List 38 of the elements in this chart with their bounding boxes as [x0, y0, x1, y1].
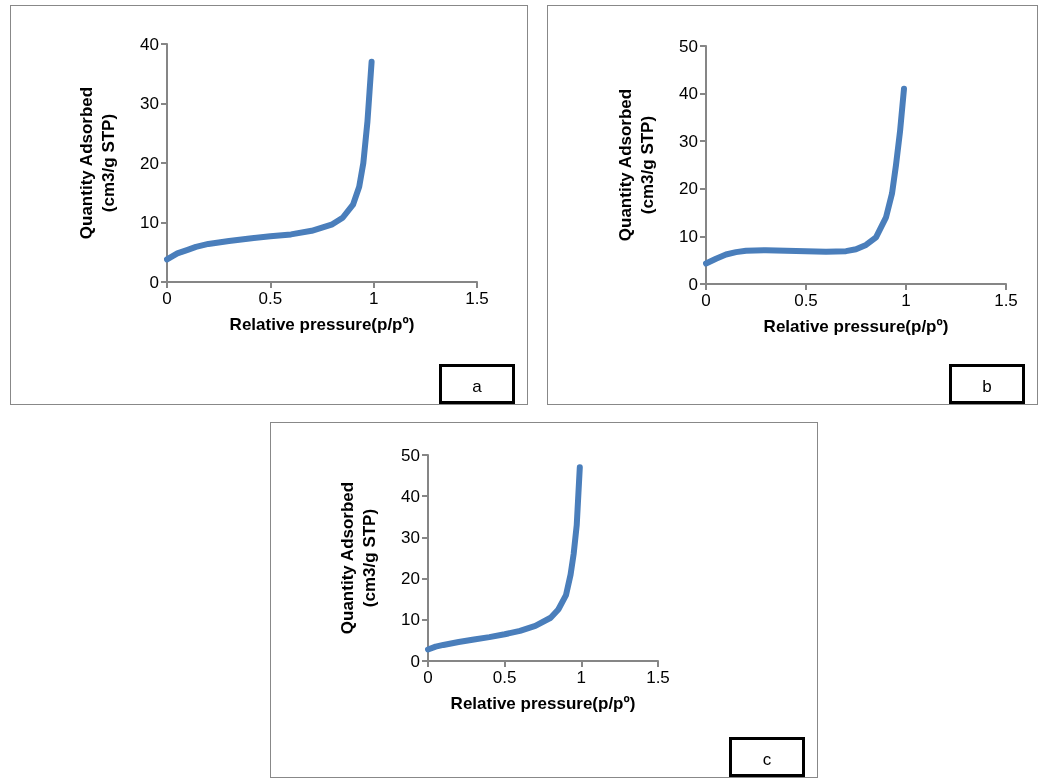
y-tick-label: 20 [140, 153, 159, 173]
x-tick-label: 1.5 [646, 668, 670, 687]
text: a [439, 364, 515, 404]
y-axis-title: Quantity Adsorbed (cm3/g STP) [337, 481, 379, 635]
y-tick-label: 40 [679, 84, 698, 104]
x-tick-label: 1.5 [994, 291, 1018, 310]
y-tick-label: 0 [410, 651, 420, 671]
y-tick-label: 30 [140, 94, 159, 113]
x-axis-title: Relative pressure(p/pº) [229, 315, 415, 334]
y-tick-label: 10 [679, 226, 698, 246]
x-tick-label: 0.5 [492, 668, 517, 687]
y-tick-label: 0 [149, 272, 159, 292]
x-tick-label: 0.5 [258, 289, 283, 308]
y-tick-label: 10 [401, 610, 420, 630]
y-tick-label: 40 [140, 34, 159, 54]
y-tick-label: 50 [679, 36, 698, 56]
x-tick-label: 1 [901, 291, 911, 310]
x-axis-title: Relative pressure(p/pº) [763, 317, 949, 336]
y-tick-label: 20 [401, 569, 420, 589]
y-tick-label: 40 [401, 486, 420, 506]
y-tick-label: 30 [401, 527, 420, 547]
y-axis-title: Quantity Adsorbed (cm3/g STP) [615, 88, 657, 242]
x-tick-label: 0 [701, 291, 711, 310]
y-tick-label: 10 [140, 213, 159, 232]
y-tick-label: 20 [679, 179, 698, 199]
y-tick-label: 50 [401, 445, 420, 465]
y-axis-title: Quantity Adsorbed (cm3/g STP) [76, 86, 118, 240]
x-tick-label: 1 [368, 289, 379, 308]
x-tick-label: 0.5 [794, 291, 818, 310]
x-tick-label: 1.5 [465, 289, 489, 308]
y-tick-label: 30 [679, 131, 698, 151]
y-tick-label: 0 [688, 274, 698, 294]
x-axis-title: Relative pressure(p/pº) [450, 694, 636, 713]
x-tick-label: 0 [423, 668, 433, 687]
x-tick-label: 0 [162, 289, 172, 308]
text: c [729, 737, 805, 777]
x-tick-label: 1 [576, 668, 587, 687]
text: b [949, 364, 1025, 404]
